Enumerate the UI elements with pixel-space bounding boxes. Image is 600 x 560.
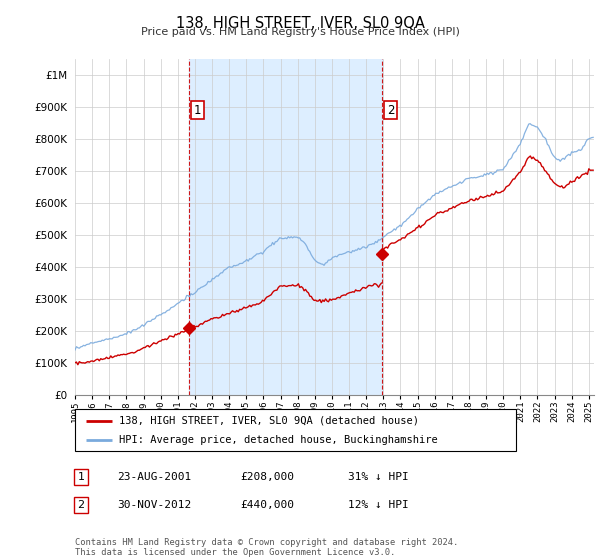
Text: 138, HIGH STREET, IVER, SL0 9QA (detached house): 138, HIGH STREET, IVER, SL0 9QA (detache…	[119, 416, 419, 426]
Bar	[189, 59, 382, 395]
Text: £208,000: £208,000	[240, 472, 294, 482]
Text: 1: 1	[194, 104, 201, 116]
Text: 2: 2	[77, 500, 85, 510]
Text: 23-AUG-2001: 23-AUG-2001	[117, 472, 191, 482]
Text: 2: 2	[387, 104, 394, 116]
Text: 1: 1	[77, 472, 85, 482]
Text: Price paid vs. HM Land Registry's House Price Index (HPI): Price paid vs. HM Land Registry's House …	[140, 27, 460, 37]
Text: 12% ↓ HPI: 12% ↓ HPI	[348, 500, 409, 510]
Text: 138, HIGH STREET, IVER, SL0 9QA: 138, HIGH STREET, IVER, SL0 9QA	[176, 16, 424, 31]
Text: HPI: Average price, detached house, Buckinghamshire: HPI: Average price, detached house, Buck…	[119, 435, 438, 445]
Text: £440,000: £440,000	[240, 500, 294, 510]
Text: 31% ↓ HPI: 31% ↓ HPI	[348, 472, 409, 482]
Text: 30-NOV-2012: 30-NOV-2012	[117, 500, 191, 510]
Text: Contains HM Land Registry data © Crown copyright and database right 2024.
This d: Contains HM Land Registry data © Crown c…	[75, 538, 458, 557]
